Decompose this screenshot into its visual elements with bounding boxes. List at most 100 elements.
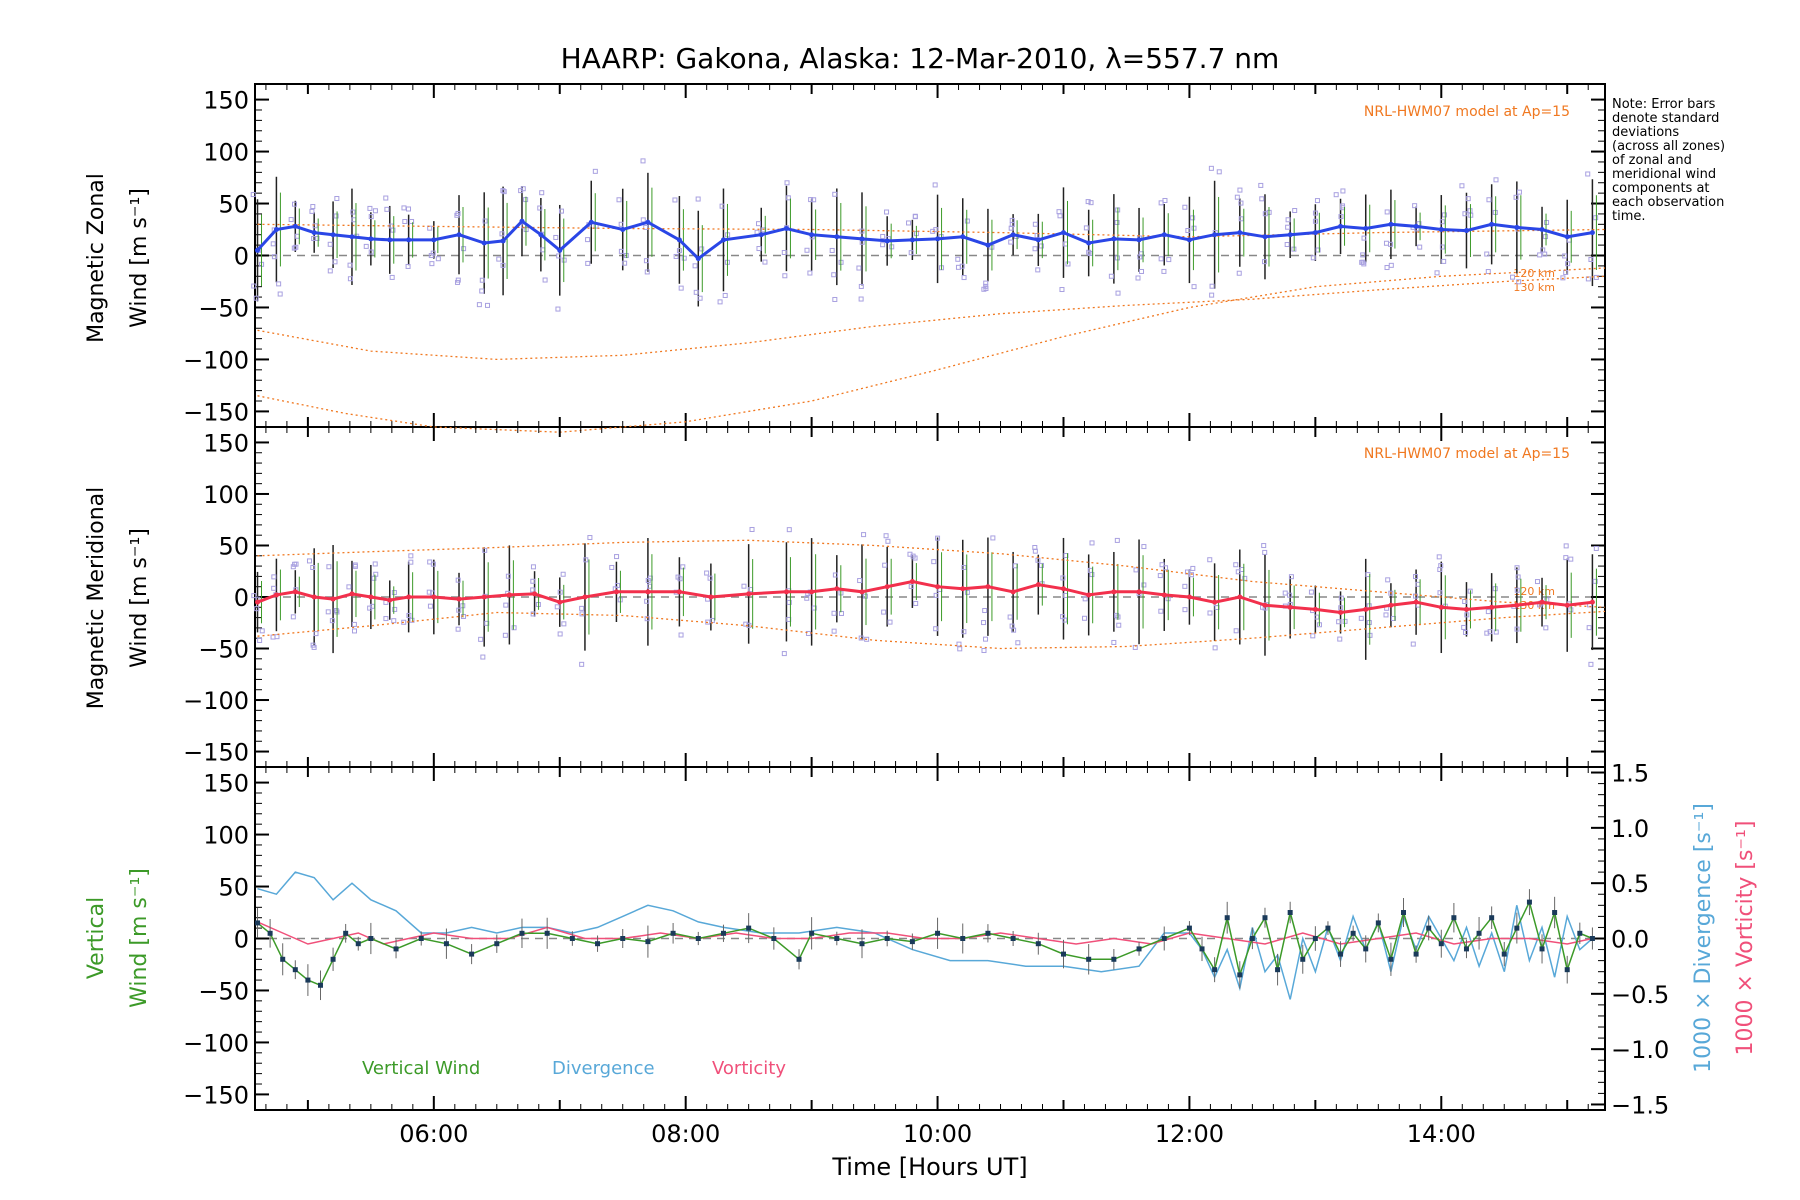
scatter-square: [933, 227, 939, 233]
scatter-square: [557, 589, 563, 595]
scatter-square: [756, 221, 762, 227]
scatter-square: [913, 600, 919, 606]
scatter-square: [1544, 219, 1550, 225]
scatter-square: [804, 595, 810, 601]
scatter-square: [1060, 614, 1066, 620]
measured-point: [1514, 224, 1520, 230]
scatter-square: [1358, 615, 1364, 621]
scatter-square: [804, 247, 810, 253]
scatter-square: [983, 280, 989, 286]
vertical-wind-point: [746, 925, 752, 931]
vertical-wind-point: [1564, 967, 1570, 973]
scatter-square: [579, 661, 585, 667]
scatter-square: [592, 168, 598, 174]
vertical-wind-point: [1300, 956, 1306, 962]
x-axis-label: Time [Hours UT]: [831, 1153, 1027, 1181]
scatter-square: [931, 559, 937, 565]
y-tick-label: 100: [203, 822, 249, 850]
scatter-square: [644, 269, 650, 275]
measured-point: [1161, 232, 1167, 238]
y-tick-label: 150: [203, 87, 249, 115]
vertical-wind-point: [720, 930, 726, 936]
scatter-square: [961, 629, 967, 635]
scatter-square: [1088, 200, 1094, 206]
meridional-model-altitude-120: 120 km: [1513, 585, 1555, 598]
scatter-square: [912, 555, 918, 561]
scatter-square: [673, 253, 679, 259]
vertical-wind-point: [935, 930, 941, 936]
scatter-square: [392, 606, 398, 612]
scatter-square: [456, 607, 462, 613]
scatter-square: [271, 254, 277, 260]
scatter-square: [1493, 629, 1499, 635]
scatter-square: [1234, 194, 1240, 200]
y-tick-label: 0: [234, 584, 249, 612]
scatter-square: [408, 559, 414, 565]
scatter-square: [832, 296, 838, 302]
scatter-square: [326, 564, 332, 570]
vertical-wind-point: [368, 936, 374, 941]
measured-point: [1161, 592, 1167, 598]
scatter-square: [310, 564, 316, 570]
scatter-square: [1292, 208, 1298, 214]
vertical-wind-point: [317, 982, 323, 988]
scatter-square: [1034, 232, 1040, 238]
scatter-square: [391, 618, 397, 624]
scatter-square: [858, 296, 864, 302]
scatter-square: [832, 191, 838, 197]
measured-point: [311, 594, 317, 600]
vertical-wind-point: [859, 941, 865, 947]
measured-point: [1010, 232, 1016, 238]
scatter-square: [1439, 219, 1445, 225]
scatter-square: [332, 259, 338, 265]
measured-point: [292, 223, 298, 229]
scatter-square: [1312, 218, 1318, 224]
scatter-square: [558, 208, 564, 214]
scatter-square: [762, 259, 768, 265]
scatter-square: [883, 533, 889, 539]
measured-point: [1287, 604, 1293, 610]
scatter-square: [557, 631, 563, 637]
scatter-square: [1465, 196, 1471, 202]
measured-point: [1287, 232, 1293, 238]
scatter-square: [1413, 593, 1419, 599]
scatter-square: [1208, 165, 1214, 171]
scatter-square: [616, 197, 622, 203]
vertical-wind-point: [569, 936, 575, 941]
scatter-square: [1284, 242, 1290, 248]
measured-point: [1186, 594, 1192, 600]
vertical-wind-point: [670, 930, 676, 936]
scatter-square: [1216, 169, 1222, 175]
scatter-square: [1114, 537, 1120, 543]
meridional-model-label: NRL-HWM07 model at Ap=15: [1364, 446, 1570, 462]
measured-point: [588, 219, 594, 225]
vertical-wind-line: [257, 899, 1593, 987]
scatter-square: [485, 302, 491, 308]
scatter-square: [402, 218, 408, 224]
x-tick-label: 06:00: [399, 1120, 468, 1148]
scatter-square: [351, 621, 357, 627]
scatter-square: [333, 213, 339, 219]
scatter-square: [347, 276, 353, 282]
scatter-square: [1560, 275, 1566, 281]
scatter-square: [1111, 639, 1117, 645]
y2-tick-label: 1.0: [1611, 815, 1649, 843]
scatter-square: [1242, 575, 1248, 581]
y-tick-label: −100: [183, 687, 249, 715]
measured-point: [506, 592, 512, 598]
scatter-square: [964, 218, 970, 224]
scatter-square: [1089, 540, 1095, 546]
scatter-square: [1441, 258, 1447, 264]
scatter-square: [741, 583, 747, 589]
measured-point: [613, 589, 619, 595]
scatter-square: [961, 564, 967, 570]
measured-point: [1413, 599, 1419, 605]
scatter-square: [693, 289, 699, 295]
scatter-square: [455, 277, 461, 283]
y-tick-label: −50: [198, 636, 249, 664]
scatter-square: [644, 616, 650, 622]
measured-point: [1086, 592, 1092, 598]
scatter-square: [1514, 565, 1520, 571]
scatter-square: [1434, 270, 1440, 276]
